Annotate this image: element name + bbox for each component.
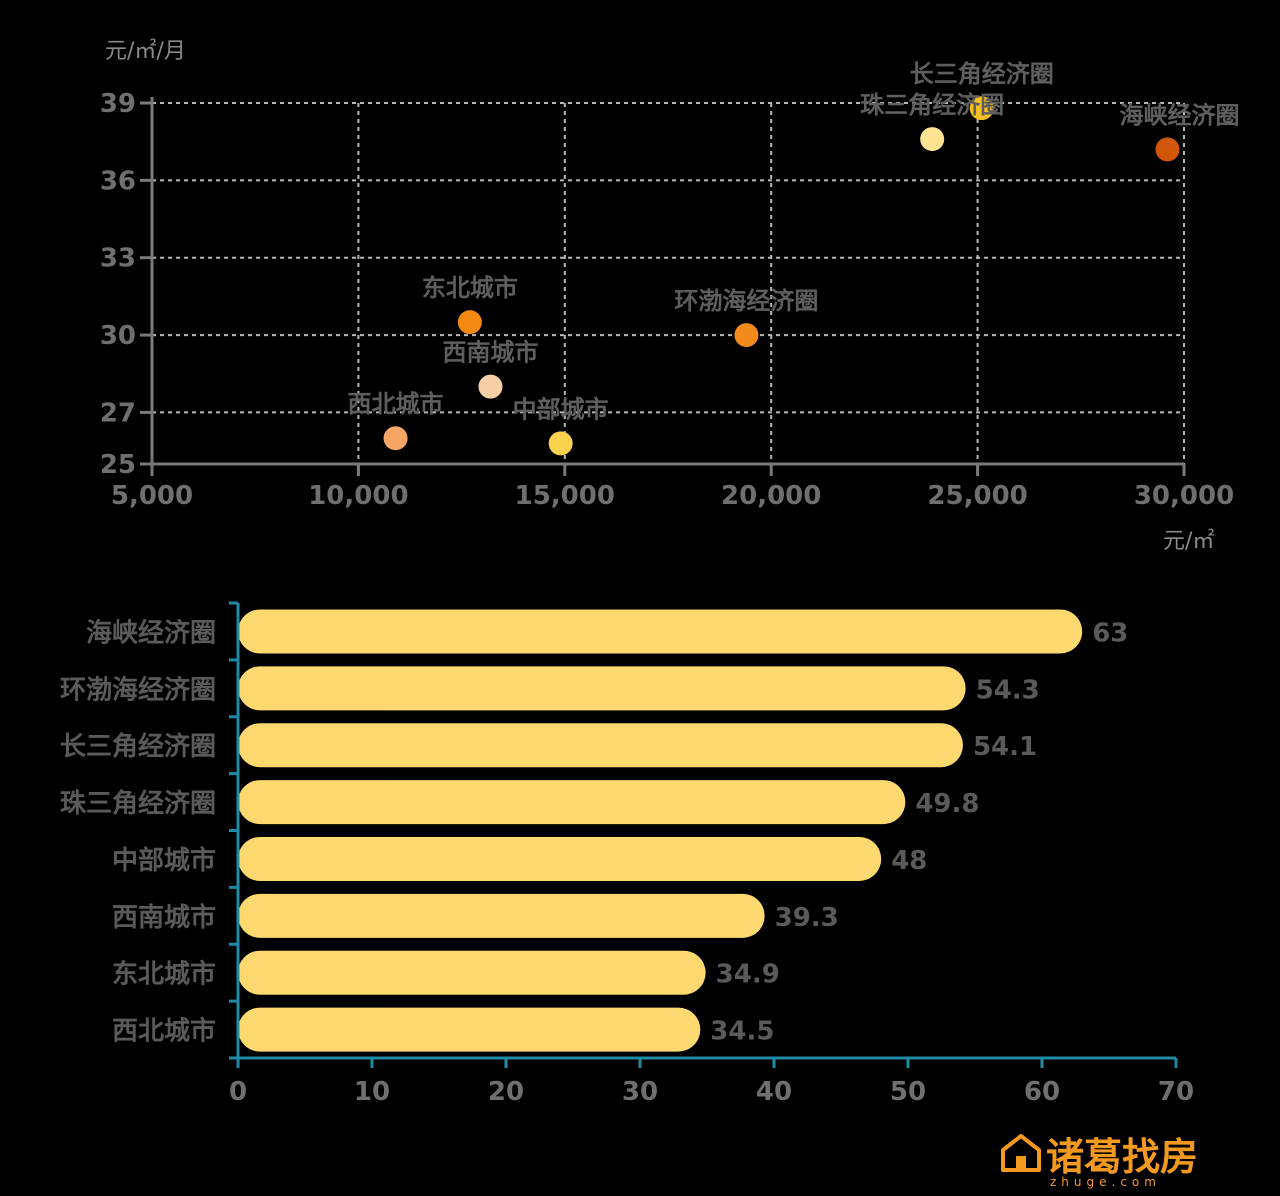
scatter-point-label: 东北城市 <box>422 274 518 302</box>
bar-category-label: 珠三角经济圈 <box>60 788 216 819</box>
bar-x-tick-label: 30 <box>622 1077 658 1107</box>
scatter-point <box>478 374 503 399</box>
scatter-point-label: 西南城市 <box>442 339 538 367</box>
house-icon <box>1001 1134 1041 1172</box>
scatter-point <box>457 310 482 335</box>
scatter-x-tick-label: 10,000 <box>308 481 408 511</box>
scatter-point <box>969 96 994 121</box>
scatter-y-tick-label: 30 <box>100 321 136 351</box>
scatter-point <box>920 127 945 152</box>
bar <box>238 1007 701 1052</box>
scatter-grid <box>152 102 1185 464</box>
bar-value-label: 54.3 <box>976 675 1040 705</box>
bar-value-label: 49.8 <box>915 789 979 819</box>
bar-category-label: 长三角经济圈 <box>60 731 216 762</box>
scatter-x-tick-label: 30,000 <box>1134 481 1234 511</box>
bar-series: 63 54.3 54.1 49.8 48 39.3 34.9 34.5 <box>238 609 1128 1052</box>
scatter-xlabel: 元/㎡ <box>1163 528 1214 554</box>
brand-logo: 诸葛找房 zhuge.com <box>1001 1134 1198 1189</box>
scatter-y-tick-label: 27 <box>100 398 136 428</box>
bar-category-label: 西南城市 <box>112 902 216 933</box>
bar <box>238 780 906 825</box>
scatter-point-label: 珠三角经济圈 <box>860 91 1004 119</box>
bar-category-label: 环渤海经济圈 <box>60 674 216 705</box>
scatter-point-label: 海峡经济圈 <box>1119 101 1239 129</box>
bar-value-label: 34.5 <box>710 1017 774 1047</box>
bar-value-label: 34.9 <box>716 960 780 990</box>
scatter-y-tick-label: 25 <box>100 450 136 480</box>
scatter-point <box>734 323 759 348</box>
bar-axes <box>229 601 1178 1068</box>
bar-category-label: 中部城市 <box>112 845 216 876</box>
house-door-icon <box>1016 1156 1026 1170</box>
bar <box>238 666 966 711</box>
bar <box>238 950 706 995</box>
bar-x-tick-label: 40 <box>756 1077 792 1107</box>
scatter-point-label: 长三角经济圈 <box>910 60 1054 88</box>
bar <box>238 723 963 768</box>
scatter-ylabel: 元/㎡/月 <box>105 38 186 64</box>
bar-value-label: 39.3 <box>775 903 839 933</box>
bar-x-tick-label: 50 <box>890 1077 926 1107</box>
scatter-x-tick-label: 25,000 <box>927 481 1027 511</box>
bar-category-label: 东北城市 <box>112 959 216 990</box>
bar-chart: 63 54.3 54.1 49.8 48 39.3 34.9 34.5 海峡经济圈环渤海经济圈… <box>60 601 1194 1107</box>
bar-x-tick-label: 70 <box>1158 1077 1194 1107</box>
scatter-point <box>548 431 573 456</box>
scatter-axes <box>140 97 1186 476</box>
bar-x-tick-label: 10 <box>354 1077 390 1107</box>
bar-x-tick-label: 0 <box>229 1077 247 1107</box>
bar-value-label: 54.1 <box>973 732 1037 762</box>
scatter-x-tick-label: 5,000 <box>111 481 193 511</box>
scatter-point-label: 中部城市 <box>513 395 609 423</box>
scatter-y-tick-label: 36 <box>100 166 136 196</box>
logo-subtext: zhuge.com <box>1050 1175 1161 1189</box>
scatter-y-tick-label: 39 <box>100 89 136 119</box>
bar <box>238 836 882 881</box>
scatter-point-label: 环渤海经济圈 <box>674 287 818 315</box>
bar-value-label: 48 <box>891 846 927 876</box>
scatter-point-label: 西北城市 <box>348 390 444 418</box>
bar-category-label: 西北城市 <box>112 1016 216 1047</box>
bar-value-label: 63 <box>1092 618 1128 648</box>
scatter-point <box>383 426 408 451</box>
scatter-point <box>1155 137 1180 162</box>
scatter-chart: 25 27 30 33 36 39 5,000 10,000 15,000 20,000 25,00… <box>100 38 1240 554</box>
scatter-x-tick-label: 15,000 <box>515 481 615 511</box>
bar-x-tick-label: 20 <box>488 1077 524 1107</box>
scatter-tick-labels: 25 27 30 33 36 39 5,000 10,000 15,000 20,000 25,00… <box>100 89 1234 511</box>
bar-x-tick-label: 60 <box>1024 1077 1060 1107</box>
bar <box>238 893 765 938</box>
bar-category-label: 海峡经济圈 <box>86 617 216 648</box>
scatter-x-tick-label: 20,000 <box>721 481 821 511</box>
logo-text: 诸葛找房 <box>1046 1135 1198 1179</box>
scatter-y-tick-label: 33 <box>100 244 136 274</box>
bar <box>238 609 1083 654</box>
